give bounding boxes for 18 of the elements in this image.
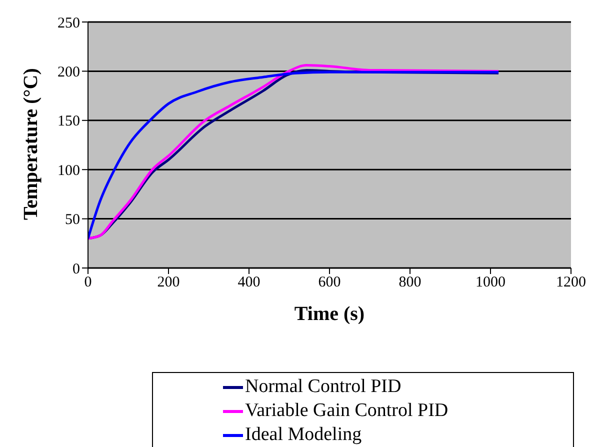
y-tick-label: 200 [58,64,80,81]
legend-label: Normal Control PID [245,375,402,399]
x-tick-label: 800 [398,274,422,291]
y-axis-title: Temperature (°C) [20,68,42,220]
y-tick-label: 150 [58,114,80,130]
legend-label: Variable Gain Control PID [245,399,448,423]
x-axis-title: Time (s) [294,303,365,325]
y-tick-label: 50 [65,212,80,228]
x-tick-label: 1000 [476,274,506,291]
x-tick-label: 400 [238,274,260,291]
y-tick-label: 0 [72,261,80,278]
y-tick-label: 250 [58,15,80,32]
x-tick-label: 600 [318,274,341,291]
y-tick-label: 100 [58,162,80,179]
x-tick-label: 200 [157,274,180,291]
x-tick-label: 0 [84,274,92,291]
x-tick-label: 1200 [556,274,586,291]
legend-label: Ideal Modeling [245,423,362,447]
